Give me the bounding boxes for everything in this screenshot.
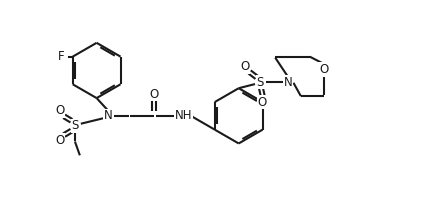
Text: O: O — [240, 60, 249, 73]
Text: N: N — [104, 109, 113, 122]
Text: S: S — [71, 119, 79, 132]
Text: O: O — [55, 104, 65, 117]
Text: S: S — [257, 76, 264, 89]
Text: O: O — [319, 63, 328, 76]
Text: O: O — [258, 95, 267, 109]
Text: O: O — [149, 88, 159, 101]
Text: NH: NH — [175, 109, 192, 122]
Text: F: F — [58, 50, 65, 63]
Text: O: O — [55, 134, 65, 147]
Text: N: N — [284, 76, 292, 89]
